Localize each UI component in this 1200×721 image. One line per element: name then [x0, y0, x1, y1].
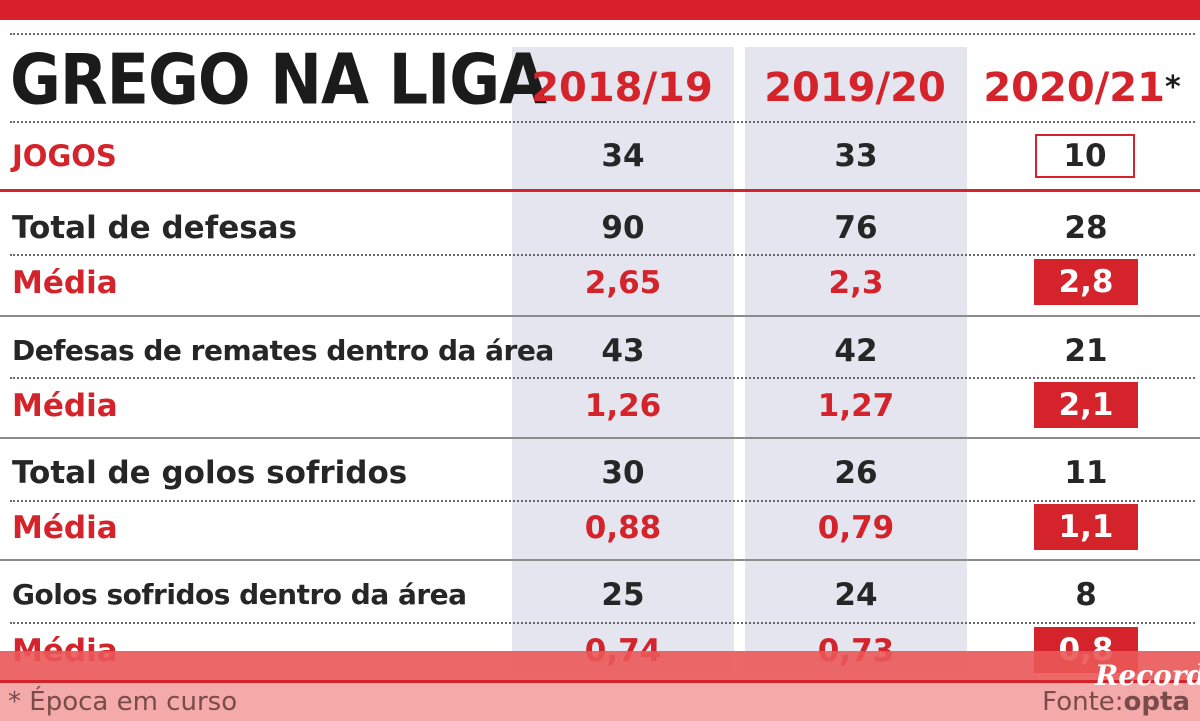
jogos-2020-21: 10 [1035, 134, 1135, 178]
golos-sofridos-area-2019-20: 24 [834, 577, 878, 613]
row-label-total-defesas: Total de defesas [12, 210, 298, 246]
golos-sofridos-area-2020-21: 8 [1075, 577, 1097, 613]
jogos-2018-19: 34 [601, 138, 645, 174]
media-golos-sofridos-2019-20: 0,79 [817, 510, 895, 546]
column-shade-2019-20 [745, 47, 967, 672]
table-title: GREGO NA LIGA [10, 38, 547, 121]
total-defesas-2020-21: 28 [1064, 210, 1108, 246]
source-label: Fonte: [1042, 687, 1124, 717]
total-golos-sofridos-2020-21: 11 [1064, 455, 1108, 491]
row-label-media-golos-sofridos: Média [12, 510, 118, 546]
row-label-defesas-remates-area: Defesas de remates dentro da área [12, 334, 554, 367]
season-header-2020-21: 2020/21* [972, 60, 1192, 116]
total-defesas-2018-19: 90 [601, 210, 645, 246]
divider-grey [0, 437, 1200, 439]
row-label-media-remates-area: Média [12, 388, 118, 424]
defesas-remates-area-2020-21: 21 [1064, 333, 1108, 369]
row-label-golos-sofridos-area: Golos sofridos dentro da área [12, 578, 467, 611]
dotted-divider [10, 500, 1195, 502]
footer-overlay-band [0, 651, 1200, 680]
media-golos-sofridos-2018-19: 0,88 [584, 510, 662, 546]
dotted-divider [10, 377, 1195, 379]
source-credit: Fonte:opta [1042, 683, 1190, 721]
record-logo: Record [1095, 659, 1200, 692]
row-label-media-defesas: Média [12, 265, 118, 301]
divider-grey [0, 315, 1200, 317]
golos-sofridos-area-2018-19: 25 [601, 577, 645, 613]
media-remates-area-2018-19: 1,26 [584, 388, 662, 424]
total-golos-sofridos-2019-20: 26 [834, 455, 878, 491]
top-red-bar [0, 0, 1200, 20]
media-defesas-2018-19: 2,65 [584, 265, 662, 301]
media-defesas-2019-20: 2,3 [828, 265, 884, 301]
row-label-total-golos-sofridos: Total de golos sofridos [12, 455, 408, 491]
footer-bottom-band [0, 683, 1200, 721]
footnote-current-season: * Época em curso [8, 687, 238, 717]
season-header-2018-19: 2018/19 [531, 65, 713, 111]
row-label-jogos: JOGOS [12, 139, 117, 173]
season-label: 2020/21 [983, 65, 1165, 111]
season-current-marker: * [1164, 70, 1181, 105]
dotted-divider [10, 33, 1195, 35]
jogos-2019-20: 33 [834, 138, 878, 174]
media-defesas-2020-21: 2,8 [1034, 259, 1138, 305]
media-golos-sofridos-2020-21: 1,1 [1034, 504, 1138, 550]
season-header-2019-20: 2019/20 [764, 65, 946, 111]
column-shade-2018-19 [512, 47, 734, 672]
divider-red [0, 189, 1200, 192]
total-defesas-2019-20: 76 [834, 210, 878, 246]
defesas-remates-area-2019-20: 42 [834, 333, 878, 369]
media-remates-area-2020-21: 2,1 [1034, 382, 1138, 428]
dotted-divider [10, 254, 1195, 256]
divider-grey [0, 559, 1200, 561]
source-name: opta [1123, 687, 1190, 717]
total-golos-sofridos-2018-19: 30 [601, 455, 645, 491]
media-remates-area-2019-20: 1,27 [817, 388, 895, 424]
defesas-remates-area-2018-19: 43 [601, 333, 645, 369]
footer-divider [0, 680, 1200, 683]
dotted-divider [10, 622, 1195, 624]
dotted-divider [10, 121, 1195, 123]
